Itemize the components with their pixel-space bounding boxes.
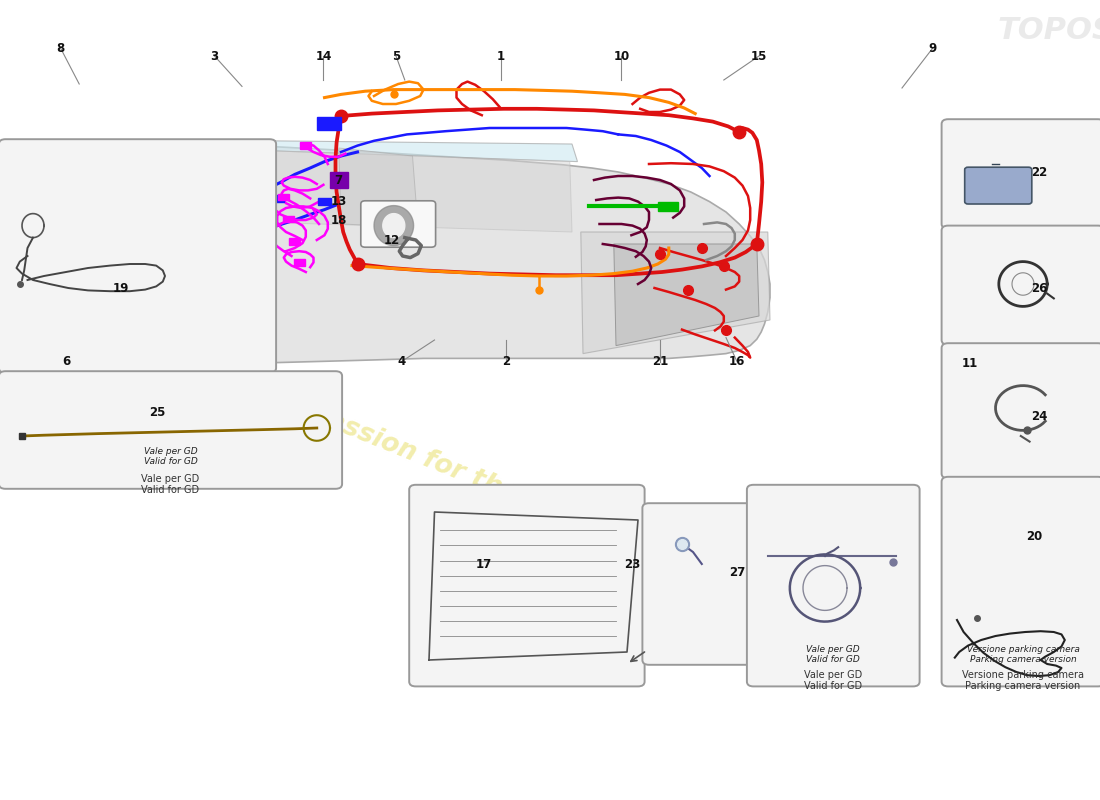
Bar (658, 202, 678, 211)
Bar (186, 181, 199, 187)
FancyBboxPatch shape (0, 139, 276, 373)
Ellipse shape (65, 328, 92, 360)
Text: Vale per GD
Valid for GD: Vale per GD Valid for GD (804, 670, 861, 691)
FancyBboxPatch shape (0, 371, 342, 489)
Text: 2: 2 (502, 355, 510, 368)
Bar (278, 194, 289, 200)
Text: 9: 9 (928, 42, 937, 54)
Bar (213, 187, 227, 194)
FancyBboxPatch shape (942, 343, 1100, 478)
Text: 18: 18 (331, 214, 346, 226)
Bar (90, 233, 103, 239)
Text: 13: 13 (331, 195, 346, 208)
Text: Versione parking camera
Parking camera version: Versione parking camera Parking camera v… (962, 670, 1084, 691)
Bar (289, 238, 300, 245)
Text: 10: 10 (614, 50, 629, 62)
Bar (300, 142, 311, 149)
Text: 3: 3 (210, 50, 219, 62)
Polygon shape (44, 140, 770, 364)
Bar (283, 216, 294, 222)
Polygon shape (374, 206, 414, 246)
FancyBboxPatch shape (642, 503, 755, 665)
Polygon shape (192, 140, 578, 162)
FancyBboxPatch shape (942, 477, 1100, 686)
Text: 22: 22 (1032, 166, 1047, 178)
FancyBboxPatch shape (965, 167, 1032, 204)
Polygon shape (339, 148, 418, 227)
Bar (76, 214, 89, 221)
Text: 21: 21 (652, 355, 668, 368)
Text: 12: 12 (384, 234, 399, 246)
Text: a passion for the 1045: a passion for the 1045 (280, 390, 600, 538)
Text: 8: 8 (56, 42, 65, 54)
Text: 6: 6 (62, 355, 70, 368)
Bar (317, 117, 341, 130)
Bar (318, 198, 331, 205)
Text: 26: 26 (1032, 282, 1047, 294)
Bar (123, 209, 136, 215)
Text: 24: 24 (1032, 410, 1047, 422)
Text: Vale per GD
Valid for GD: Vale per GD Valid for GD (806, 645, 860, 664)
FancyBboxPatch shape (747, 485, 920, 686)
Text: Vale per GD
Valid for GD: Vale per GD Valid for GD (142, 474, 199, 495)
Bar (147, 198, 161, 205)
FancyBboxPatch shape (361, 201, 436, 247)
Text: 17: 17 (476, 558, 492, 570)
Text: 5: 5 (392, 50, 400, 62)
Ellipse shape (65, 140, 92, 172)
Text: 19: 19 (113, 282, 129, 294)
Text: 15: 15 (751, 50, 767, 62)
Text: 14: 14 (316, 50, 331, 62)
FancyBboxPatch shape (942, 119, 1100, 229)
Bar (271, 195, 284, 202)
Polygon shape (614, 244, 759, 346)
Text: TOPOS: TOPOS (998, 16, 1100, 45)
Text: Vale per GD
Valid for GD: Vale per GD Valid for GD (144, 447, 197, 466)
Text: 20: 20 (1026, 530, 1042, 542)
Text: 16: 16 (729, 355, 745, 368)
FancyBboxPatch shape (942, 226, 1100, 345)
Text: 25: 25 (150, 406, 165, 418)
Bar (294, 259, 305, 266)
Polygon shape (383, 214, 405, 238)
Text: 1: 1 (496, 50, 505, 62)
Bar (103, 219, 117, 226)
Polygon shape (581, 232, 770, 354)
Text: 23: 23 (625, 558, 640, 570)
Text: 4: 4 (397, 355, 406, 368)
Bar (330, 172, 348, 188)
Text: Versione parking camera
Parking camera version: Versione parking camera Parking camera v… (967, 645, 1079, 664)
Text: 11: 11 (962, 358, 978, 370)
FancyBboxPatch shape (409, 485, 645, 686)
Text: 27: 27 (729, 566, 745, 578)
Text: 7: 7 (334, 174, 343, 186)
Bar (136, 189, 150, 195)
Polygon shape (192, 148, 572, 232)
